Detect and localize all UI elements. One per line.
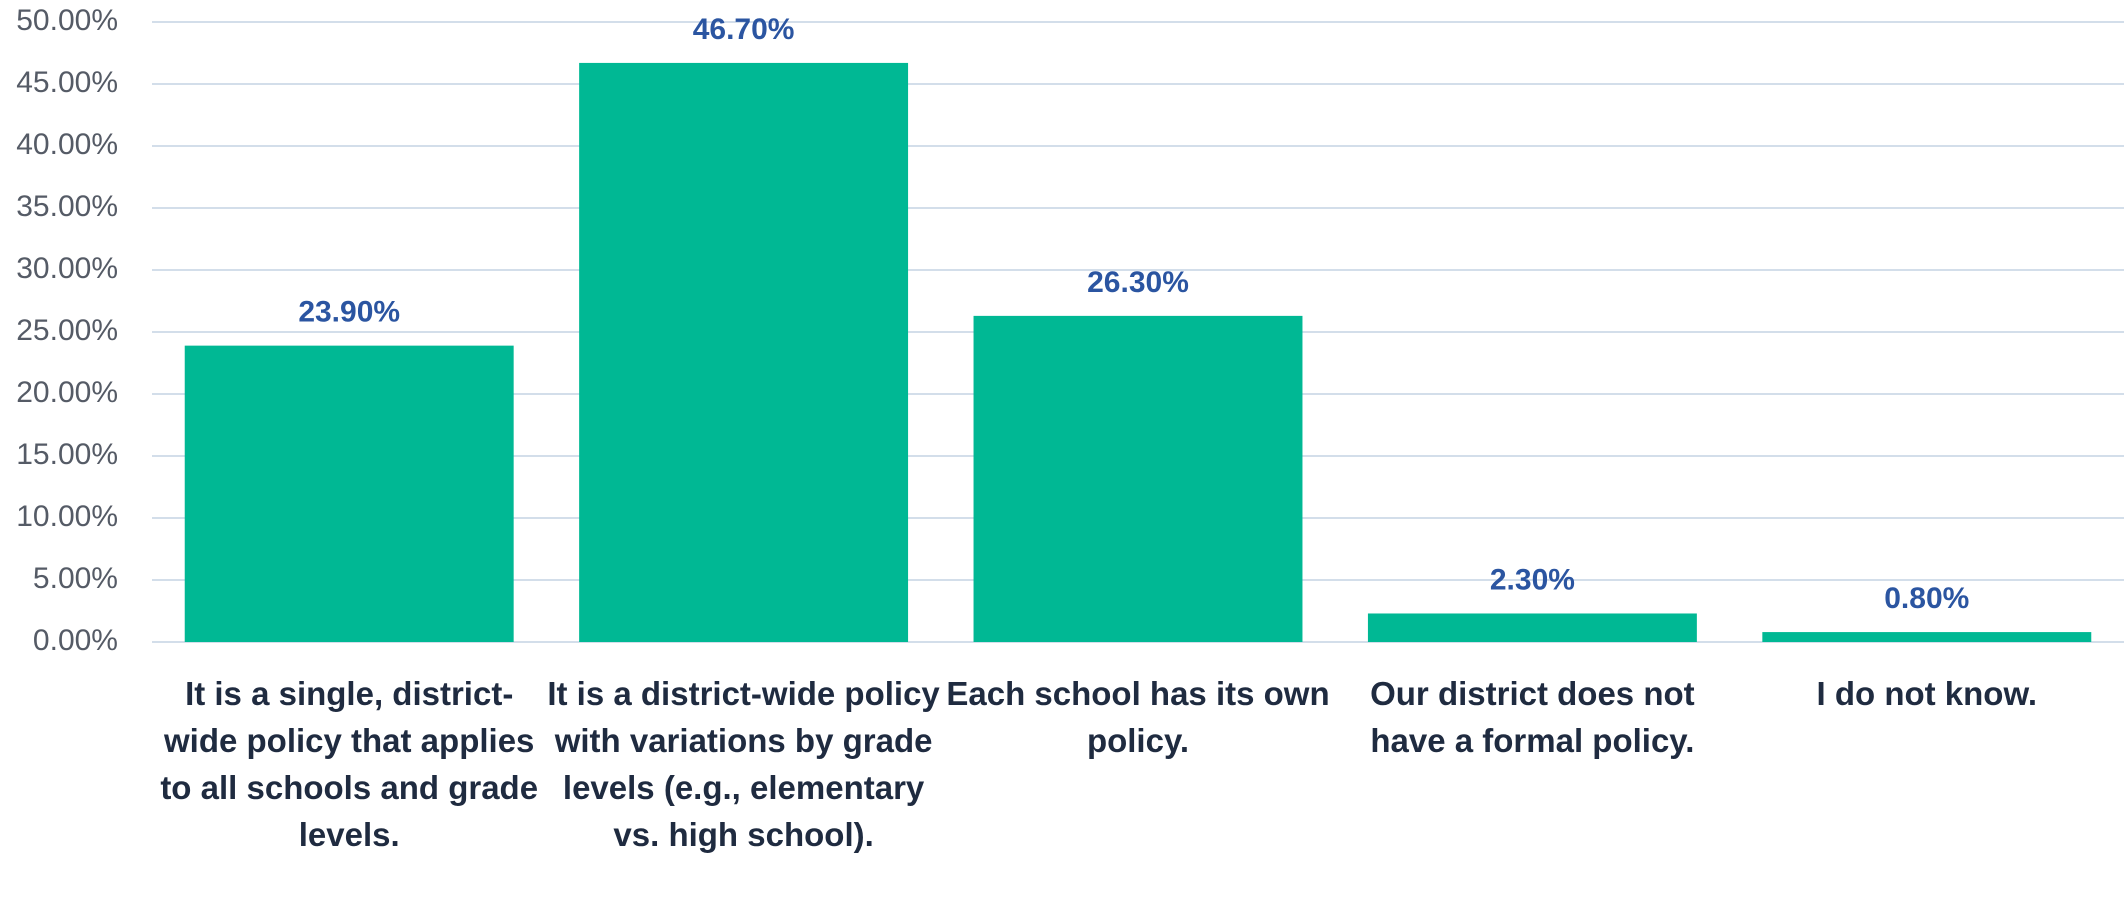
- y-tick-label: 10.00%: [16, 500, 118, 533]
- value-label: 46.70%: [693, 13, 795, 46]
- y-tick-label: 50.00%: [16, 4, 118, 37]
- y-tick-label: 25.00%: [16, 314, 118, 347]
- x-label-box: It is a single, district-wide policy tha…: [160, 675, 539, 853]
- bar: [1367, 613, 1697, 642]
- y-tick-label: 35.00%: [16, 190, 118, 223]
- value-label: 2.30%: [1490, 563, 1575, 596]
- value-label: 23.90%: [298, 296, 400, 329]
- bar: [579, 62, 909, 643]
- bar: [184, 345, 514, 642]
- y-tick-label: 45.00%: [16, 66, 118, 99]
- x-label-box: Each school has its own policy.: [946, 675, 1330, 759]
- y-tick-label: 30.00%: [16, 252, 118, 285]
- y-tick-label: 0.00%: [33, 624, 118, 657]
- x-label-box: It is a district-wide policy with variat…: [547, 675, 940, 853]
- value-label: 26.30%: [1087, 266, 1189, 299]
- y-tick-label: 15.00%: [16, 438, 118, 471]
- x-tick-label: Our district does not have a formal poli…: [1370, 675, 1695, 759]
- y-tick-label: 40.00%: [16, 128, 118, 161]
- value-label: 0.80%: [1884, 582, 1969, 615]
- y-tick-label: 20.00%: [16, 376, 118, 409]
- y-tick-label: 5.00%: [33, 562, 118, 595]
- x-tick-label: Each school has its own policy.: [946, 675, 1330, 759]
- x-label-box: Our district does not have a formal poli…: [1370, 675, 1695, 759]
- x-tick-label: It is a district-wide policy with variat…: [547, 675, 940, 853]
- x-tick-label: It is a single, district-wide policy tha…: [160, 675, 539, 853]
- bar: [1762, 632, 2092, 642]
- x-tick-label: I do not know.: [1816, 675, 2038, 712]
- x-label-box: I do not know.: [1816, 675, 2038, 712]
- bar: [973, 315, 1303, 642]
